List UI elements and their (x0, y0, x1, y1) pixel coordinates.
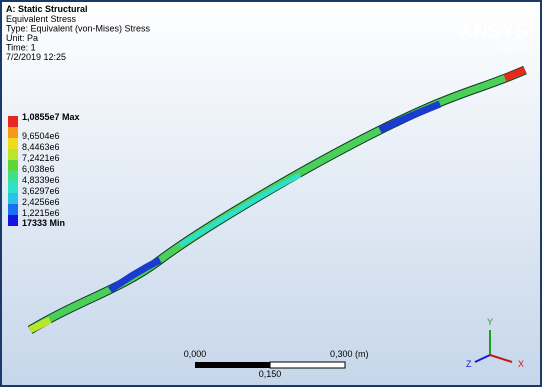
legend-label: 6,038e6 (22, 164, 55, 174)
legend-label: 3,6297e6 (22, 186, 60, 196)
legend-label: 4,8339e6 (22, 175, 60, 185)
legend-label: 2,4256e6 (22, 197, 60, 207)
header-line: Equivalent Stress (6, 14, 77, 24)
axis-x: X (518, 359, 524, 369)
scale-bar (195, 362, 345, 368)
header-line: 7/2/2019 12:25 (6, 52, 66, 62)
header-line: Type: Equivalent (von-Mises) Stress (6, 24, 151, 34)
legend-label: 9,6504e6 (22, 131, 60, 141)
axis-y: Y (487, 317, 493, 327)
legend-swatch (8, 182, 18, 193)
logo: ANSYS (459, 21, 528, 43)
legend-label: 8,4463e6 (22, 142, 60, 152)
legend-swatch (8, 171, 18, 182)
header-line: Unit: Pa (6, 33, 38, 43)
legend-swatch (8, 193, 18, 204)
header-line: Time: 1 (6, 43, 36, 53)
legend-label: 1,2215e6 (22, 208, 60, 218)
legend-swatch (8, 149, 18, 160)
legend-swatch (8, 116, 18, 127)
scale-end: 0,300 (m) (330, 349, 369, 359)
legend-label: 1,0855e7 Max (22, 112, 80, 122)
axis-z: Z (466, 359, 472, 369)
legend-swatch (8, 138, 18, 149)
legend-swatch (8, 127, 18, 138)
title: A: Static Structural (6, 4, 88, 14)
legend-swatch (8, 215, 18, 226)
logo-version: R19.0 (499, 43, 528, 55)
legend-swatch (8, 160, 18, 171)
scale-middle: 0,150 (259, 369, 282, 379)
legend-label: 17333 Min (22, 218, 65, 228)
legend-swatch (8, 204, 18, 215)
scale-start: 0,000 (184, 349, 207, 359)
legend-label: 7,2421e6 (22, 153, 60, 163)
viewport: A: Static Structural Equivalent StressTy… (0, 0, 542, 387)
